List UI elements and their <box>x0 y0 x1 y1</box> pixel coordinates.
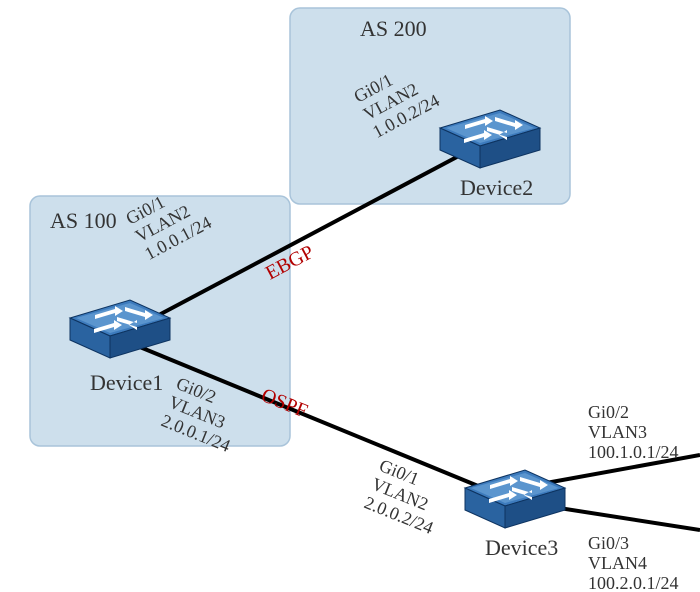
device2-label: Device2 <box>460 175 533 200</box>
if-line: 100.1.0.1/24 <box>588 442 679 462</box>
if-line: 100.2.0.1/24 <box>588 573 679 592</box>
if-line: VLAN4 <box>588 553 647 573</box>
if-line: Gi0/3 <box>588 533 629 553</box>
if-d3-out-top: Gi0/2 VLAN3 100.1.0.1/24 <box>588 402 679 462</box>
as200-label: AS 200 <box>360 16 427 41</box>
if-line: Gi0/2 <box>588 402 629 422</box>
device3-icon <box>465 470 565 528</box>
if-line: VLAN3 <box>588 422 647 442</box>
device3-label: Device3 <box>485 535 558 560</box>
if-d3-out-bot: Gi0/3 VLAN4 100.2.0.1/24 <box>588 533 679 592</box>
network-diagram: AS 200 AS 100 EBGP OSPF Gi0/1 VLAN2 1.0.… <box>0 0 700 592</box>
device1-label: Device1 <box>90 370 163 395</box>
as100-label: AS 100 <box>50 208 117 233</box>
